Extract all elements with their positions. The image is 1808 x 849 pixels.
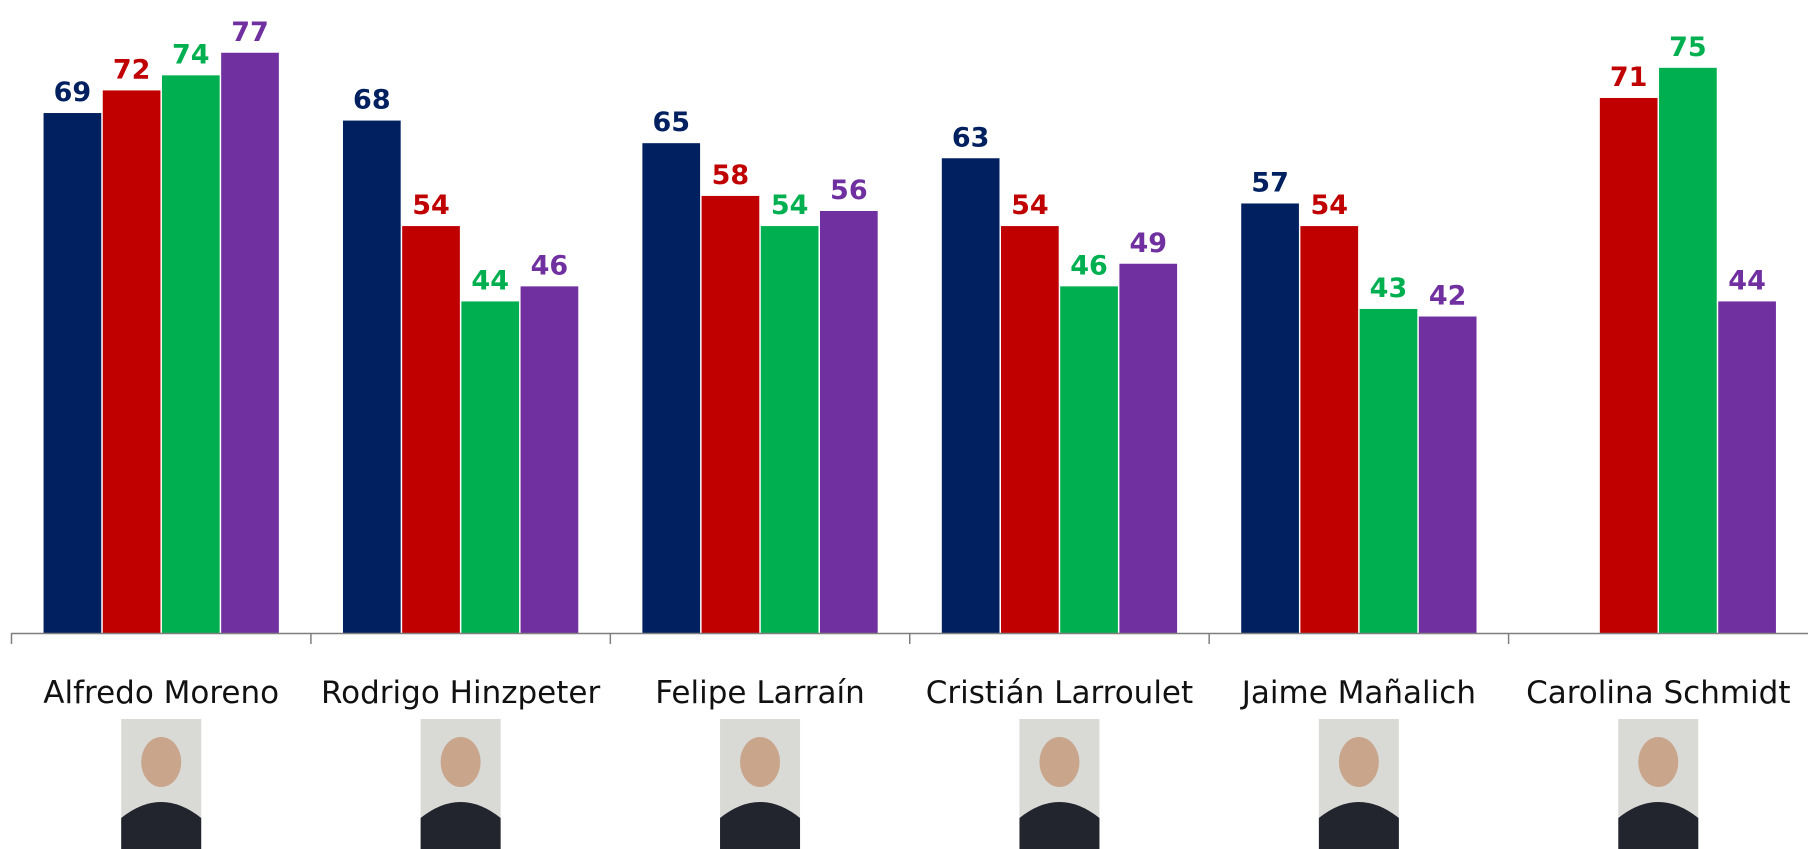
bar	[1001, 226, 1059, 633]
value-label: 44	[1728, 265, 1766, 296]
x-tick-label: Felipe Larraín	[655, 675, 865, 711]
bar	[103, 90, 161, 633]
value-label: 46	[531, 250, 569, 281]
bar	[1300, 226, 1358, 633]
x-tick-label: Jaime Mañalich	[1240, 675, 1476, 711]
bar	[761, 226, 819, 633]
bar	[162, 75, 220, 633]
value-label: 54	[1310, 190, 1348, 221]
chart: 69 72 74 77 Alfredo Moreno 68 54 44 46 Rodrigo Hi…	[0, 0, 1808, 849]
portrait-head	[441, 737, 481, 787]
value-label: 68	[353, 85, 391, 116]
value-label: 77	[231, 17, 269, 48]
bar	[1360, 309, 1418, 633]
bar	[942, 158, 1000, 633]
bar	[820, 211, 878, 633]
value-label: 69	[54, 77, 92, 108]
value-label: 46	[1070, 250, 1108, 281]
value-label: 44	[471, 265, 509, 296]
bar	[1419, 317, 1477, 634]
value-label: 43	[1370, 273, 1408, 304]
bar	[521, 286, 579, 633]
bar	[1241, 203, 1299, 633]
value-label: 65	[652, 107, 690, 138]
value-label: 56	[830, 175, 868, 206]
bar	[1600, 98, 1658, 633]
value-label: 63	[952, 122, 990, 153]
bar	[1060, 286, 1118, 633]
bar	[1659, 68, 1717, 633]
value-label: 72	[113, 54, 151, 85]
value-label: 58	[712, 160, 750, 191]
x-tick-label: Carolina Schmidt	[1526, 675, 1790, 711]
portrait-head	[1039, 737, 1079, 787]
x-tick-label: Rodrigo Hinzpeter	[321, 675, 600, 711]
x-tick-label: Alfredo Moreno	[43, 675, 279, 711]
value-label: 57	[1251, 167, 1289, 198]
portrait-head	[141, 737, 181, 787]
x-tick-label: Cristián Larroulet	[926, 675, 1193, 711]
value-label: 71	[1610, 62, 1648, 93]
bar	[702, 196, 760, 633]
bar	[343, 121, 401, 633]
value-label: 54	[771, 190, 809, 221]
portrait-head	[1638, 737, 1678, 787]
value-label: 49	[1129, 228, 1167, 259]
portrait-head	[740, 737, 780, 787]
value-label: 74	[172, 39, 210, 70]
bar	[402, 226, 460, 633]
bar	[642, 143, 700, 633]
value-label: 75	[1669, 32, 1707, 63]
bar	[1718, 301, 1776, 633]
page: 69 72 74 77 Alfredo Moreno 68 54 44 46 Rodrigo Hi…	[0, 0, 1808, 849]
bar	[44, 113, 102, 633]
value-label: 54	[1011, 190, 1049, 221]
bar	[461, 301, 519, 633]
value-label: 42	[1429, 281, 1467, 312]
bar	[1119, 264, 1177, 633]
portrait-head	[1339, 737, 1379, 787]
bar	[221, 53, 279, 633]
value-label: 54	[412, 190, 450, 221]
portraits	[121, 719, 1698, 849]
